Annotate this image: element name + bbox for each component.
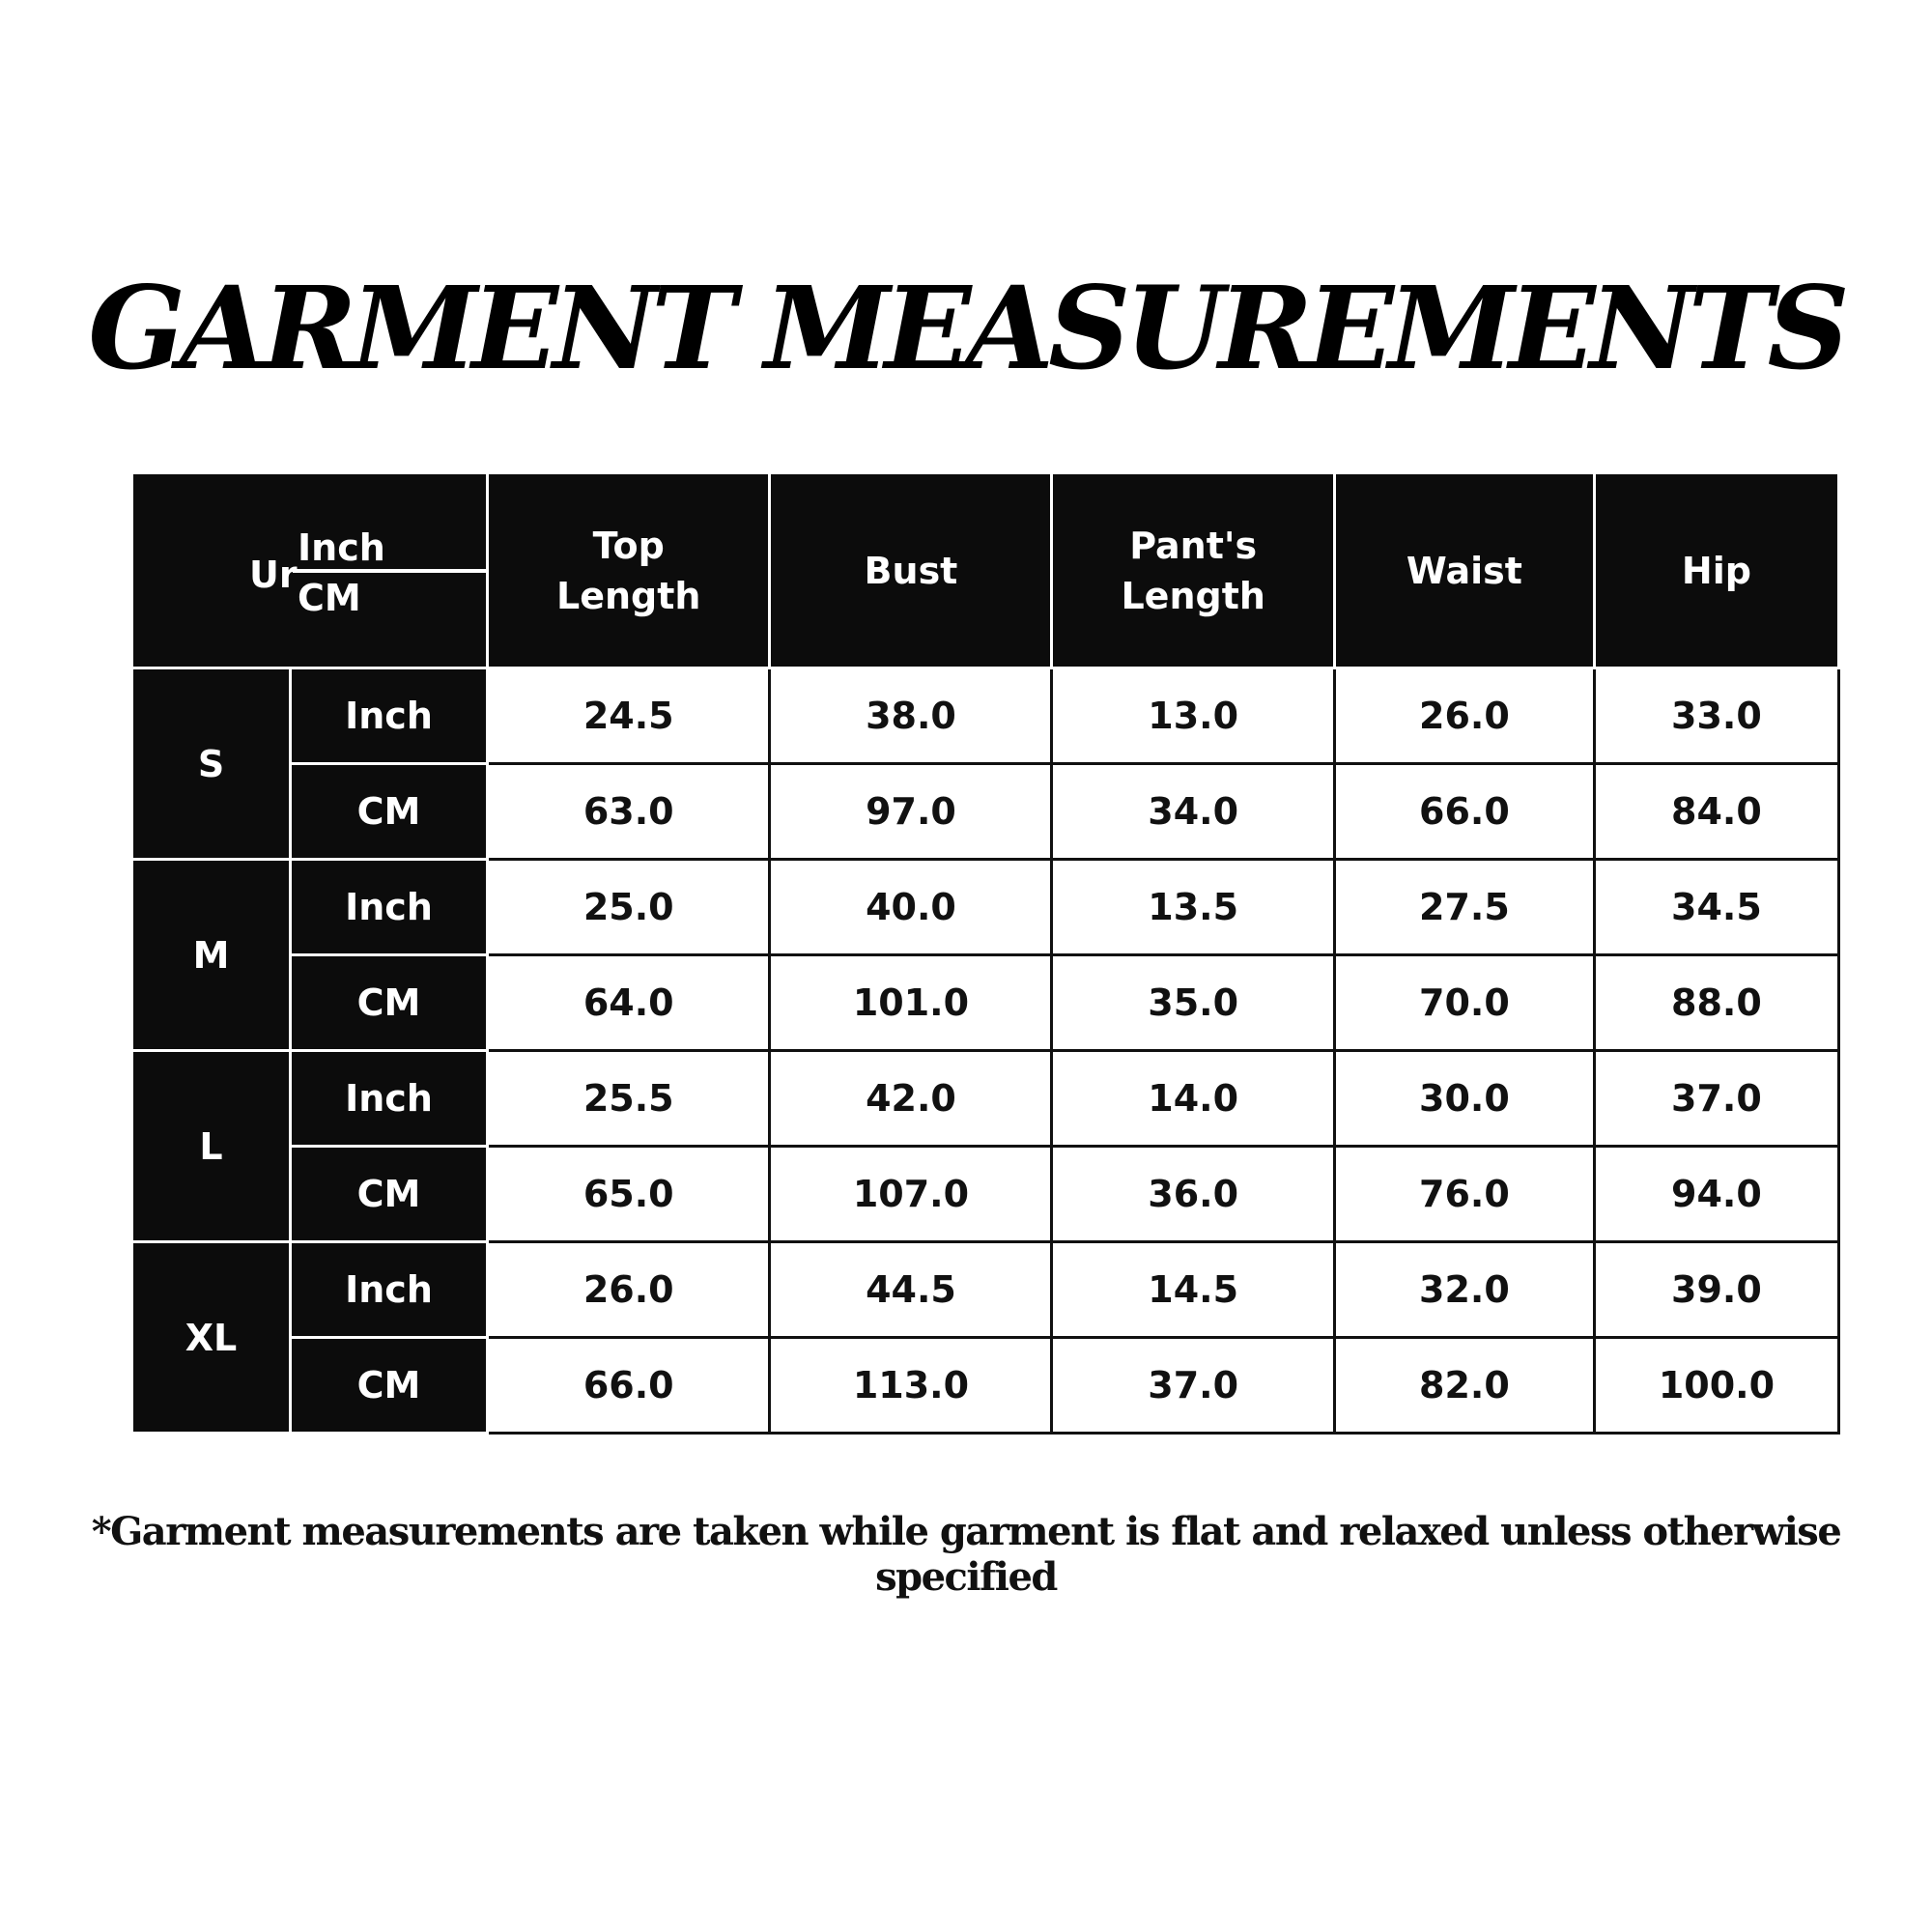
measurement-cell: 33.0 xyxy=(1592,667,1840,765)
measurement-cell: 66.0 xyxy=(1332,762,1596,861)
col-header: Pant's Length xyxy=(1050,471,1336,669)
measurement-cell: 37.0 xyxy=(1050,1336,1336,1435)
measurement-cell: 13.0 xyxy=(1050,667,1336,765)
measurement-cell: 66.0 xyxy=(485,1336,772,1435)
measurement-cell: 32.0 xyxy=(1332,1240,1596,1339)
measurement-cell: 101.0 xyxy=(768,953,1054,1052)
measurement-cell: 24.5 xyxy=(485,667,772,765)
measurement-cell: 27.5 xyxy=(1332,858,1596,956)
table-row: M Inch 25.0 40.0 13.5 27.5 34.5 xyxy=(130,858,1840,1052)
measurement-cell: 88.0 xyxy=(1592,953,1840,1052)
measurement-cell: 34.5 xyxy=(1592,858,1840,956)
size-chart-table: Ur Inch CM Top Length Bust Pant's Length… xyxy=(130,471,1840,1435)
footnote: *Garment measurements are taken while ga… xyxy=(91,1509,1842,1600)
measurement-cell: 25.5 xyxy=(485,1049,772,1148)
unit-label: Inch xyxy=(289,667,489,765)
measurement-cell: 44.5 xyxy=(768,1240,1054,1339)
measurement-cell: 34.0 xyxy=(1050,762,1336,861)
table-row: S Inch 24.5 38.0 13.0 26.0 33.0 xyxy=(130,667,1840,861)
measurement-cell: 38.0 xyxy=(768,667,1054,765)
measurement-cell: 70.0 xyxy=(1332,953,1596,1052)
table-row: L Inch 25.5 42.0 14.0 30.0 37.0 xyxy=(130,1049,1840,1243)
size-label: L xyxy=(130,1049,292,1243)
col-header: Bust xyxy=(768,471,1054,669)
unit-label: Inch xyxy=(289,1240,489,1339)
unit-label: CM xyxy=(289,953,489,1052)
measurement-cell: 65.0 xyxy=(485,1145,772,1243)
corner-divider xyxy=(293,569,486,573)
measurement-cell: 40.0 xyxy=(768,858,1054,956)
measurement-cell: 64.0 xyxy=(485,953,772,1052)
corner-inch: Inch xyxy=(298,526,385,569)
measurement-cell: 37.0 xyxy=(1592,1049,1840,1148)
measurement-cell: 100.0 xyxy=(1592,1336,1840,1435)
col-header: Waist xyxy=(1332,471,1596,669)
measurement-cell: 76.0 xyxy=(1332,1145,1596,1243)
table-row: XL Inch 26.0 44.5 14.5 32.0 39.0 xyxy=(130,1240,1840,1435)
measurement-cell: 84.0 xyxy=(1592,762,1840,861)
size-label: S xyxy=(130,667,292,861)
size-label: XL xyxy=(130,1240,292,1435)
col-header: Top Length xyxy=(485,471,772,669)
header-row: Ur Inch CM Top Length Bust Pant's Length… xyxy=(130,471,1840,669)
measurement-cell: 63.0 xyxy=(485,762,772,861)
measurement-cell: 113.0 xyxy=(768,1336,1054,1435)
table-row: CM 63.0 97.0 34.0 66.0 84.0 xyxy=(132,762,1840,861)
measurement-cell: 107.0 xyxy=(768,1145,1054,1243)
corner-header: Ur Inch CM xyxy=(130,471,489,669)
size-label: M xyxy=(130,858,292,1052)
unit-label: Inch xyxy=(289,858,489,956)
measurement-cell: 82.0 xyxy=(1332,1336,1596,1435)
measurement-cell: 42.0 xyxy=(768,1049,1054,1148)
measurement-cell: 13.5 xyxy=(1050,858,1336,956)
measurement-cell: 14.5 xyxy=(1050,1240,1336,1339)
corner-label: Ur xyxy=(249,554,298,596)
table-row: CM 64.0 101.0 35.0 70.0 88.0 xyxy=(132,953,1840,1052)
col-header: Hip xyxy=(1592,471,1840,669)
measurement-cell: 36.0 xyxy=(1050,1145,1336,1243)
table-row: CM 66.0 113.0 37.0 82.0 100.0 xyxy=(132,1336,1840,1435)
measurement-cell: 94.0 xyxy=(1592,1145,1840,1243)
measurement-cell: 39.0 xyxy=(1592,1240,1840,1339)
measurement-cell: 35.0 xyxy=(1050,953,1336,1052)
page-title: GARMENT MEASUREMENTS xyxy=(88,261,1849,395)
measurement-cell: 30.0 xyxy=(1332,1049,1596,1148)
unit-label: CM xyxy=(289,1145,489,1243)
unit-label: CM xyxy=(289,1336,489,1435)
corner-cm: CM xyxy=(298,577,361,619)
measurement-cell: 14.0 xyxy=(1050,1049,1336,1148)
measurement-cell: 26.0 xyxy=(485,1240,772,1339)
measurement-cell: 26.0 xyxy=(1332,667,1596,765)
measurement-cell: 25.0 xyxy=(485,858,772,956)
table-row: CM 65.0 107.0 36.0 76.0 94.0 xyxy=(132,1145,1840,1243)
unit-label: CM xyxy=(289,762,489,861)
measurement-cell: 97.0 xyxy=(768,762,1054,861)
unit-label: Inch xyxy=(289,1049,489,1148)
